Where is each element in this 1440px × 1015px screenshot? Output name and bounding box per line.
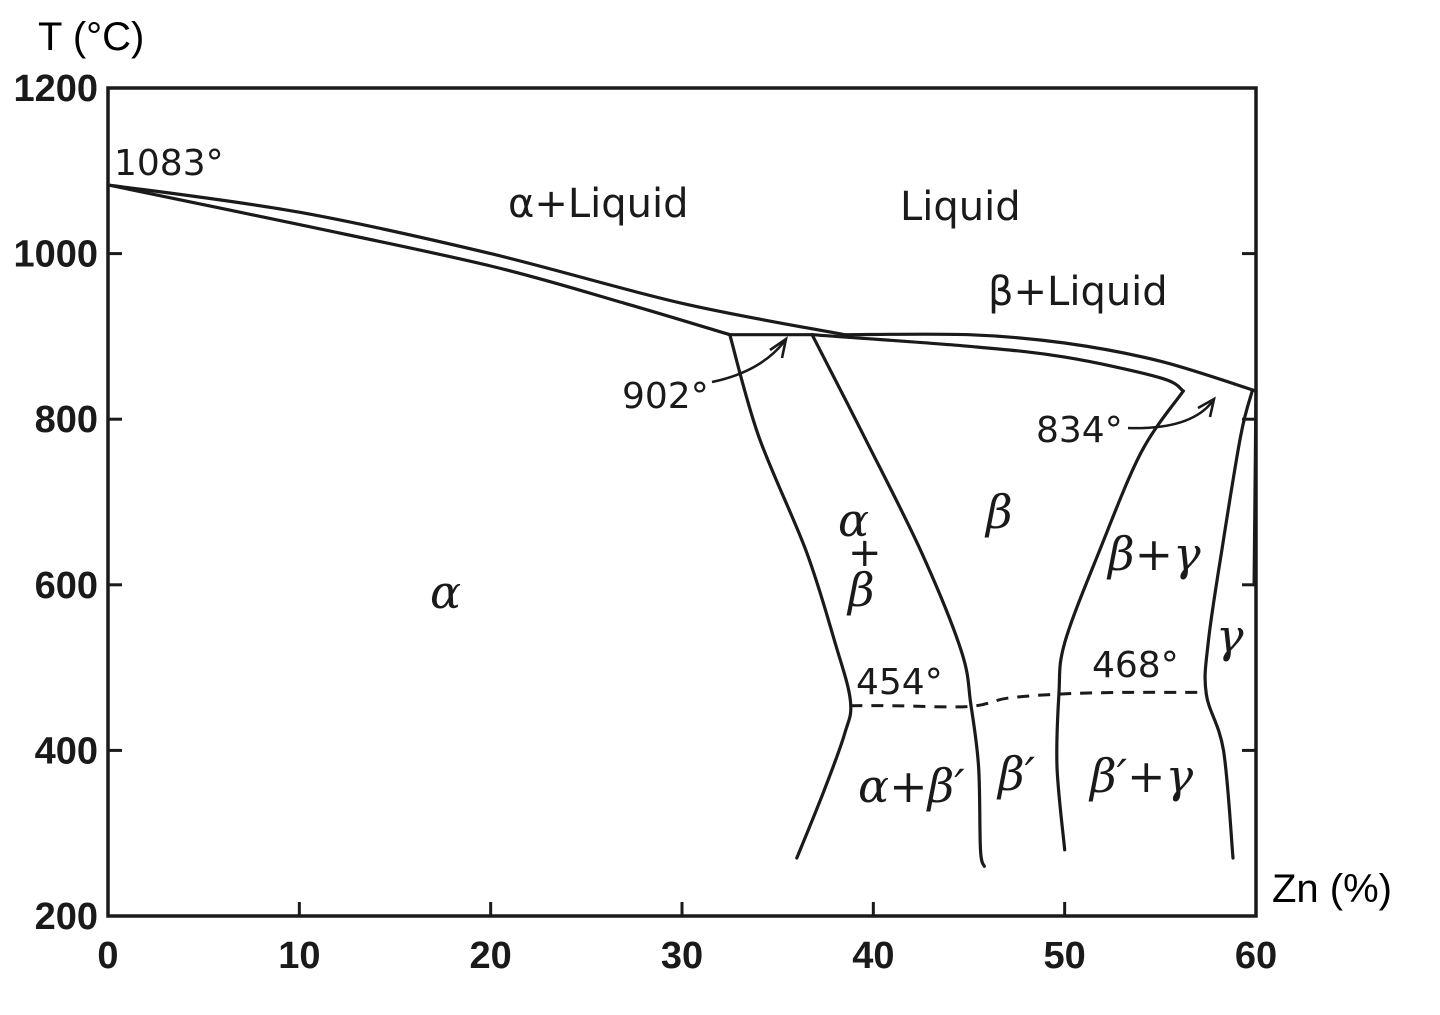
ordering-lines <box>850 690 1207 709</box>
y-tick-label-400: 400 <box>35 730 98 772</box>
boundary-gamma-boundary-right <box>1252 389 1258 587</box>
boundary-alpha-solvus <box>728 333 853 860</box>
x-tick-label-0: 0 <box>97 935 118 977</box>
region-beta-gamma: β+γ <box>1106 527 1201 581</box>
region-liquid: Liquid <box>900 184 1021 230</box>
x-tick-label-20: 20 <box>470 935 512 977</box>
boundary-liquidus-beta <box>843 332 1258 393</box>
region-alpha-plus-beta-top: α <box>838 493 869 547</box>
y-tick-label-800: 800 <box>35 399 98 441</box>
arrowhead-834 <box>1197 396 1216 418</box>
boundary-gamma-boundary-left <box>1203 389 1254 860</box>
region-alpha-liquid: α+Liquid <box>508 181 689 227</box>
region-alpha-plus-beta-plus: + <box>848 530 882 576</box>
region-alpha: α <box>430 565 461 619</box>
region-beta-prime-gamma: β′+γ <box>1088 749 1194 803</box>
arrow-902 <box>711 341 786 384</box>
arrowhead-902 <box>769 336 788 359</box>
region-beta: β <box>984 485 1013 539</box>
annotation-arrows <box>711 336 1216 430</box>
y-tick-label-200: 200 <box>35 896 98 938</box>
y-axis-label: T (°C) <box>38 15 144 59</box>
region-beta-prime: β′ <box>996 747 1036 801</box>
y-tick-label-600: 600 <box>35 565 98 607</box>
annotation-834: 834° <box>1036 410 1123 451</box>
x-tick-label-50: 50 <box>1044 935 1086 977</box>
boundary-ordering-454 <box>850 690 1207 709</box>
phase-boundaries <box>106 183 1258 868</box>
boundary-liquidus-alpha <box>106 183 847 337</box>
boundary-solidus-beta <box>810 333 1185 393</box>
region-gamma: γ <box>1216 609 1244 663</box>
boundary-beta-boundary-left <box>810 333 986 868</box>
x-axis-label: Zn (%) <box>1272 867 1392 911</box>
boundary-solidus-alpha <box>106 183 732 337</box>
region-beta-liquid: β+Liquid <box>988 269 1168 315</box>
annotation-454: 454° <box>856 662 943 703</box>
region-alpha-beta-prime: α+β′ <box>858 759 965 813</box>
annotation-468: 468° <box>1092 645 1179 686</box>
annotation-1083: 1083° <box>114 143 224 184</box>
boundary-beta-boundary-right <box>1055 389 1185 852</box>
annotation-902: 902° <box>622 376 709 417</box>
arrow-834 <box>1127 401 1214 430</box>
y-tick-label-1000: 1000 <box>13 234 98 276</box>
region-alpha-plus-beta-bottom: β <box>846 563 875 617</box>
axis-tick-labels: 0 10 20 30 40 50 60 200 400 600 800 1000 1200 <box>13 68 1277 977</box>
x-tick-label-60: 60 <box>1235 935 1277 977</box>
x-tick-label-30: 30 <box>661 935 703 977</box>
y-tick-label-1200: 1200 <box>13 68 98 110</box>
region-alpha-plus-beta: α + β <box>838 493 882 617</box>
x-tick-label-10: 10 <box>278 935 320 977</box>
x-tick-label-40: 40 <box>852 935 894 977</box>
